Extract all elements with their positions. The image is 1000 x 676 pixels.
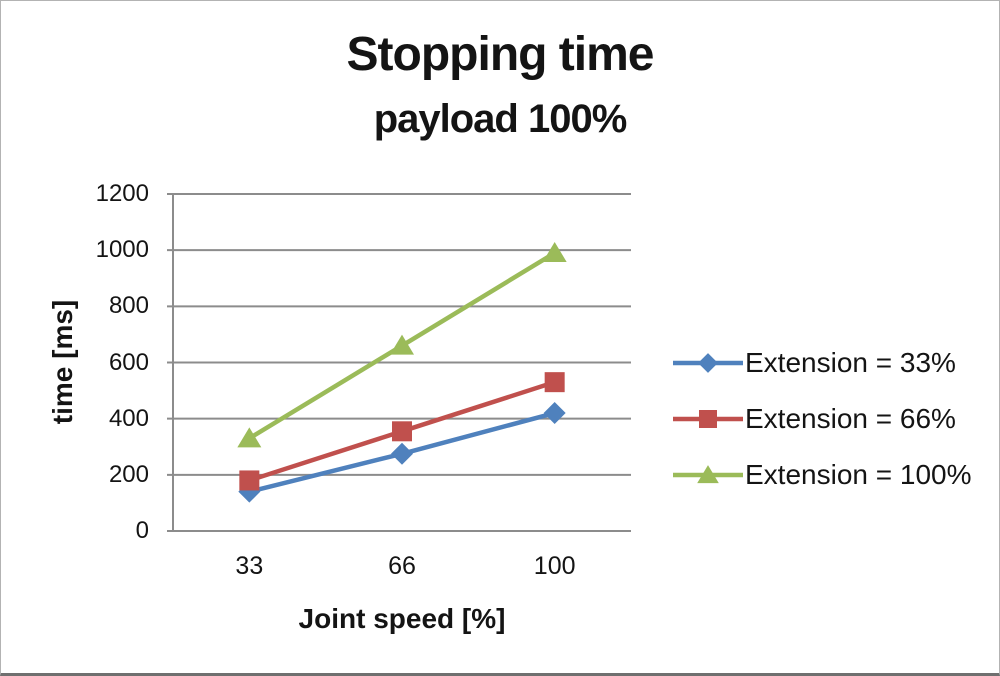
data-point-marker-diamond-icon bbox=[543, 402, 566, 425]
data-point-marker-diamond-icon bbox=[391, 442, 413, 465]
x-tick-label: 66 bbox=[388, 552, 416, 580]
y-tick-label: 800 bbox=[108, 292, 149, 320]
legend: Extension = 33% Extension = 66% Extension … bbox=[673, 335, 972, 503]
y-tick-label: 400 bbox=[108, 404, 149, 432]
data-point-marker-triangle-icon bbox=[390, 334, 414, 355]
legend-label: Extension = 100% bbox=[745, 459, 972, 490]
plot-area bbox=[167, 193, 631, 532]
data-point-marker-square-icon bbox=[392, 421, 412, 442]
x-axis-title: Joint speed [%] bbox=[298, 603, 506, 634]
legend-label: Extension = 66% bbox=[745, 403, 956, 434]
data-point-marker-triangle-icon bbox=[542, 241, 567, 262]
legend-marker-diamond-icon bbox=[673, 353, 743, 373]
x-axis-tick-labels: 33 66 100 bbox=[173, 552, 631, 582]
y-tick-label: 0 bbox=[135, 517, 149, 544]
x-tick-label: 100 bbox=[533, 552, 576, 580]
y-tick-label: 600 bbox=[108, 348, 149, 376]
legend-marker-shape bbox=[697, 465, 719, 484]
legend-marker-square-icon bbox=[673, 410, 743, 428]
legend-item: Extension = 66% bbox=[673, 391, 972, 447]
chart-title: Stopping time bbox=[346, 28, 655, 81]
legend-marker-shape bbox=[698, 353, 718, 373]
legend-item: Extension = 33% bbox=[673, 335, 972, 391]
chart-subtitle: payload 100% bbox=[373, 97, 628, 141]
data-point-marker-square-icon bbox=[544, 372, 565, 393]
data-point-marker-square-icon bbox=[239, 470, 260, 491]
legend-item: Extension = 100% bbox=[673, 447, 972, 503]
y-tick-label: 1000 bbox=[95, 236, 149, 264]
data-point-marker-triangle-icon bbox=[237, 427, 262, 448]
y-tick-label: 200 bbox=[108, 460, 149, 488]
y-tick-label: 1200 bbox=[95, 180, 149, 207]
y-axis-tick-labels: 0 200 400 600 800 1000 1200 bbox=[61, 182, 161, 543]
legend-marker-triangle-icon bbox=[673, 465, 743, 484]
legend-label: Extension = 33% bbox=[745, 347, 956, 378]
legend-marker-shape bbox=[699, 410, 717, 428]
x-tick-label: 33 bbox=[235, 552, 264, 580]
